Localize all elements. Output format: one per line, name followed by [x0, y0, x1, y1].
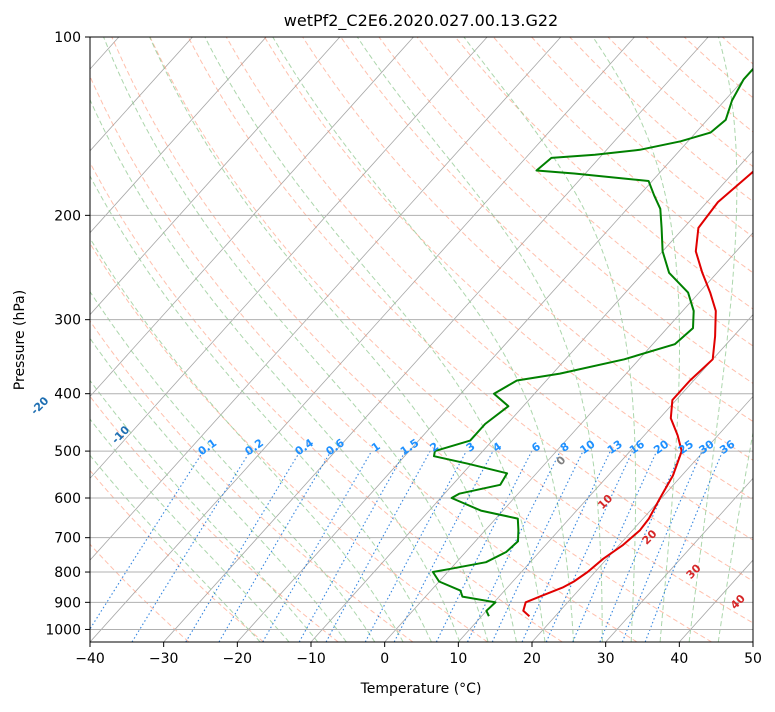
x-tick-label: 0	[380, 651, 389, 667]
x-tick-label: 10	[449, 651, 467, 667]
x-tick-label: −20	[223, 651, 253, 667]
y-tick-label: 500	[54, 444, 81, 460]
y-tick-label: 200	[54, 208, 81, 224]
x-tick-label: −40	[75, 651, 105, 667]
chart-title: wetPf2_C2E6.2020.027.00.13.G22	[284, 11, 558, 31]
x-tick-label: 40	[670, 651, 688, 667]
x-tick-label: 30	[597, 651, 615, 667]
x-tick-label: 50	[744, 651, 762, 667]
y-axis-label: Pressure (hPa)	[12, 290, 28, 390]
x-tick-label: 20	[523, 651, 541, 667]
y-tick-label: 1000	[45, 622, 81, 638]
x-axis-label: Temperature (°C)	[360, 681, 482, 697]
y-tick-label: 900	[54, 595, 81, 611]
y-tick-label: 800	[54, 565, 81, 581]
y-tick-label: 400	[54, 387, 81, 403]
y-tick-label: 600	[54, 491, 81, 507]
x-tick-label: −10	[296, 651, 326, 667]
y-tick-label: 700	[54, 531, 81, 547]
y-tick-label: 300	[54, 313, 81, 329]
x-tick-label: −30	[149, 651, 179, 667]
y-tick-label: 100	[54, 30, 81, 46]
